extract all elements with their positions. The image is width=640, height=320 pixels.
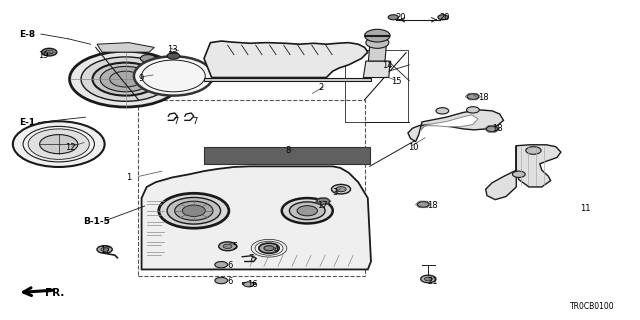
Circle shape bbox=[140, 55, 156, 62]
Circle shape bbox=[134, 56, 213, 96]
Circle shape bbox=[417, 202, 429, 207]
Polygon shape bbox=[420, 115, 478, 131]
Text: 17: 17 bbox=[100, 246, 111, 255]
Polygon shape bbox=[369, 46, 387, 61]
Circle shape bbox=[28, 129, 90, 159]
Text: 14: 14 bbox=[383, 61, 393, 70]
Circle shape bbox=[282, 198, 333, 223]
Circle shape bbox=[424, 277, 432, 281]
Circle shape bbox=[109, 71, 141, 87]
Polygon shape bbox=[141, 166, 371, 269]
Polygon shape bbox=[408, 110, 504, 142]
Text: 20: 20 bbox=[395, 13, 406, 22]
Circle shape bbox=[175, 201, 213, 220]
Circle shape bbox=[365, 29, 390, 42]
Polygon shape bbox=[364, 61, 390, 77]
Circle shape bbox=[45, 50, 53, 54]
Polygon shape bbox=[204, 77, 371, 81]
Text: 7: 7 bbox=[173, 117, 179, 126]
Text: 10: 10 bbox=[408, 143, 419, 152]
Text: 3: 3 bbox=[333, 188, 338, 197]
Circle shape bbox=[159, 193, 229, 228]
Text: 4: 4 bbox=[274, 245, 280, 254]
Text: 7: 7 bbox=[193, 117, 198, 126]
Text: 6: 6 bbox=[228, 261, 233, 270]
Circle shape bbox=[215, 261, 228, 268]
Circle shape bbox=[97, 246, 112, 253]
Circle shape bbox=[93, 63, 159, 96]
Text: 20: 20 bbox=[440, 13, 451, 22]
Circle shape bbox=[366, 37, 389, 48]
Circle shape bbox=[182, 205, 205, 216]
Text: 8: 8 bbox=[285, 146, 291, 155]
Text: 2: 2 bbox=[319, 83, 324, 92]
Circle shape bbox=[420, 275, 436, 283]
Text: 7: 7 bbox=[248, 254, 254, 263]
Circle shape bbox=[259, 243, 279, 253]
Text: 18: 18 bbox=[427, 201, 438, 210]
Text: 9: 9 bbox=[138, 74, 143, 83]
Circle shape bbox=[81, 57, 170, 101]
Text: 6: 6 bbox=[228, 277, 233, 286]
Text: 16: 16 bbox=[246, 280, 257, 289]
Text: B-1-5: B-1-5 bbox=[83, 217, 110, 226]
Circle shape bbox=[526, 147, 541, 154]
Circle shape bbox=[332, 184, 351, 194]
Text: 13: 13 bbox=[167, 45, 178, 54]
Text: TR0CB0100: TR0CB0100 bbox=[570, 302, 614, 311]
Text: 11: 11 bbox=[580, 204, 591, 213]
Circle shape bbox=[438, 15, 448, 20]
Circle shape bbox=[467, 94, 479, 100]
Text: 15: 15 bbox=[392, 77, 402, 86]
Text: E-8: E-8 bbox=[19, 30, 35, 39]
Text: 12: 12 bbox=[65, 143, 76, 152]
Circle shape bbox=[289, 202, 325, 220]
Circle shape bbox=[513, 171, 525, 178]
Polygon shape bbox=[204, 41, 368, 77]
Circle shape bbox=[70, 51, 182, 107]
Text: 18: 18 bbox=[492, 124, 502, 133]
Circle shape bbox=[317, 198, 330, 204]
Text: E-1: E-1 bbox=[19, 118, 35, 127]
Circle shape bbox=[467, 107, 479, 113]
Circle shape bbox=[297, 206, 317, 216]
Text: 18: 18 bbox=[478, 93, 489, 102]
Circle shape bbox=[388, 15, 398, 20]
Circle shape bbox=[40, 135, 78, 154]
Text: 5: 5 bbox=[232, 242, 237, 251]
Text: 19: 19 bbox=[38, 52, 49, 60]
Circle shape bbox=[100, 248, 108, 252]
Text: 21: 21 bbox=[427, 277, 438, 286]
Circle shape bbox=[42, 48, 57, 56]
Circle shape bbox=[264, 246, 274, 251]
Circle shape bbox=[436, 108, 449, 114]
Circle shape bbox=[336, 187, 346, 192]
Circle shape bbox=[244, 282, 253, 287]
Circle shape bbox=[13, 121, 104, 167]
Polygon shape bbox=[516, 145, 561, 187]
Text: 17: 17 bbox=[317, 201, 328, 210]
Polygon shape bbox=[243, 282, 255, 284]
Bar bbox=[138, 100, 365, 276]
Polygon shape bbox=[204, 147, 370, 164]
Text: 1: 1 bbox=[125, 173, 131, 182]
Circle shape bbox=[167, 197, 221, 224]
Polygon shape bbox=[97, 43, 154, 52]
Circle shape bbox=[167, 53, 180, 59]
Circle shape bbox=[215, 277, 228, 284]
Circle shape bbox=[219, 242, 237, 251]
Circle shape bbox=[223, 244, 232, 249]
Text: FR.: FR. bbox=[45, 288, 64, 298]
Circle shape bbox=[486, 126, 498, 132]
Circle shape bbox=[100, 67, 151, 92]
Polygon shape bbox=[486, 146, 516, 200]
